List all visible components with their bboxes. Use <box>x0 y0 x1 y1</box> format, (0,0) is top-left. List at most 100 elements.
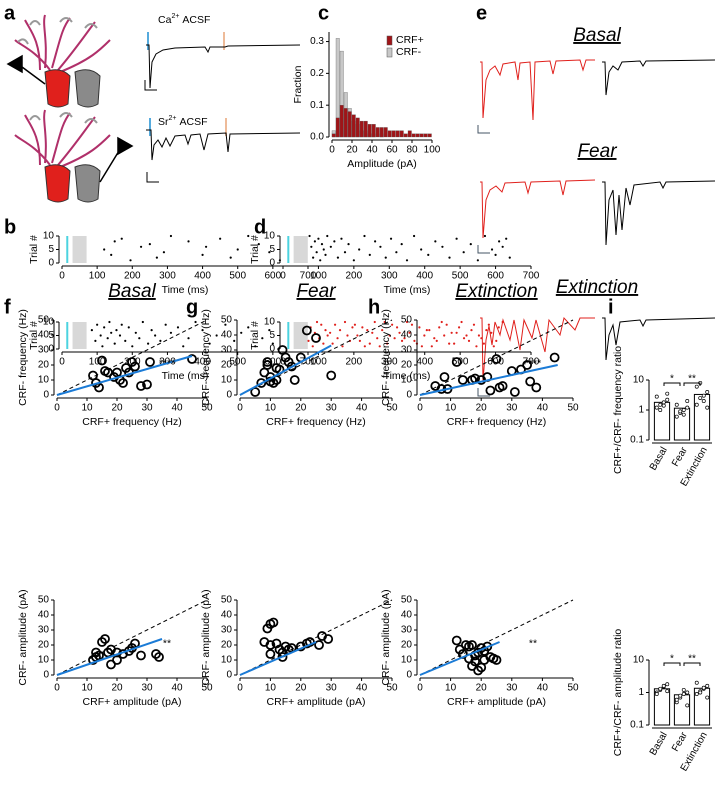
data-point <box>112 367 122 378</box>
x-tick-label: 50 <box>567 403 579 414</box>
raster-dot <box>215 334 218 337</box>
x-axis-label: CRF+ frequency (Hz) <box>266 416 365 428</box>
raster-dot <box>371 331 374 334</box>
raster-dot <box>393 337 396 340</box>
x-tick-label: 40 <box>171 683 183 694</box>
x-tick-label: 50 <box>386 683 398 694</box>
y-axis-label: CRF- amplitude (pA) <box>17 589 29 685</box>
crf-negative-cell <box>74 69 101 108</box>
raster-dot <box>336 337 339 340</box>
data-point <box>457 375 468 385</box>
trace-label: Ca2+ ACSF <box>158 13 210 26</box>
data-point <box>681 412 686 417</box>
legend-swatch <box>386 35 393 46</box>
data-point <box>658 402 663 407</box>
x-tick-label: 20 <box>476 683 488 694</box>
histogram-bar <box>415 133 420 138</box>
raster-dot <box>427 253 430 256</box>
data-point <box>701 685 706 690</box>
data-point <box>674 697 679 702</box>
raster-dot <box>138 337 141 340</box>
raster-dot <box>312 256 315 259</box>
y-tick-label: 10 <box>633 375 645 386</box>
raster-dot <box>420 345 423 348</box>
raster-dot <box>320 323 323 326</box>
histogram-bar <box>423 133 428 138</box>
raster-dot <box>268 329 271 332</box>
x-tick-label: Fear <box>670 445 690 469</box>
y-tick-label: 20 <box>401 360 413 371</box>
y-tick-label: 0.2 <box>310 68 324 79</box>
x-tick-label: 200 <box>346 271 363 282</box>
y-tick-label: 40 <box>38 330 50 341</box>
raster-dot <box>435 339 438 342</box>
condition-title: Extinction <box>556 277 638 298</box>
raster-dot <box>103 326 106 329</box>
response-window <box>293 322 308 349</box>
raster-dot <box>131 345 134 348</box>
y-tick-label: 0 <box>43 390 49 401</box>
data-point <box>136 381 146 391</box>
panel-label: i <box>608 296 614 318</box>
x-tick-label: 10 <box>81 403 93 414</box>
panel-label: h <box>368 296 380 318</box>
y-tick-label: 10 <box>633 655 645 666</box>
raster-dot <box>187 337 190 340</box>
raster-dot <box>113 342 116 345</box>
x-tick-label: 100 <box>310 271 327 282</box>
y-tick-label: 40 <box>401 610 413 621</box>
y-tick-label: 0.1 <box>310 100 324 111</box>
x-tick-label: 40 <box>171 403 183 414</box>
x-tick-label: 40 <box>366 145 378 156</box>
ion: Ca <box>158 14 172 26</box>
data-point <box>665 397 670 402</box>
raster-dot <box>201 253 204 256</box>
y-tick-label: 10 <box>264 231 276 242</box>
data-point <box>130 361 140 372</box>
x-tick-label: 10 <box>81 683 93 694</box>
data-point <box>106 659 116 670</box>
raster-dot <box>497 326 500 329</box>
x-tick-label: 700 <box>300 271 317 282</box>
raster-dot <box>480 337 483 340</box>
trace <box>144 32 301 183</box>
raster-dot <box>113 240 116 243</box>
histogram-bar <box>419 133 424 138</box>
raster-dot <box>204 245 208 248</box>
y-tick-label: 0.3 <box>310 36 324 47</box>
y-tick-label: 30 <box>38 625 50 636</box>
raster-dot <box>465 334 468 337</box>
data-point <box>256 378 267 388</box>
raster-dot <box>477 334 481 337</box>
data-point <box>439 372 450 382</box>
data-point <box>654 394 659 399</box>
histogram-bar <box>403 133 408 138</box>
raster-dot <box>467 339 471 342</box>
y-axis-label: Trial # <box>28 235 40 264</box>
x-tick-label: 30 <box>506 403 518 414</box>
raster-dot <box>420 248 423 251</box>
raster-dot <box>433 337 436 340</box>
raster-dot <box>322 248 325 251</box>
raster-dot <box>485 329 488 332</box>
raster-dot <box>148 243 151 246</box>
data-point <box>451 357 462 367</box>
panel-label: d <box>254 216 266 238</box>
data-point <box>497 381 508 391</box>
raster-dot <box>329 245 332 248</box>
data-point <box>685 405 690 410</box>
histogram-bar <box>411 133 416 138</box>
y-tick-label: 5 <box>48 330 54 341</box>
raster-dot <box>472 323 476 326</box>
raster-dot <box>413 339 416 342</box>
x-tick-label: 500 <box>229 357 246 368</box>
raster-dot <box>120 323 123 326</box>
raster-dot <box>462 251 465 254</box>
x-tick-label: 30 <box>141 403 153 414</box>
x-tick-label: 500 <box>229 271 246 282</box>
raster-dot <box>176 326 180 329</box>
histogram-bar <box>331 133 336 138</box>
y-tick-label: 10 <box>264 317 276 328</box>
y-tick-label: 0 <box>226 390 232 401</box>
histogram-bar <box>363 120 368 138</box>
